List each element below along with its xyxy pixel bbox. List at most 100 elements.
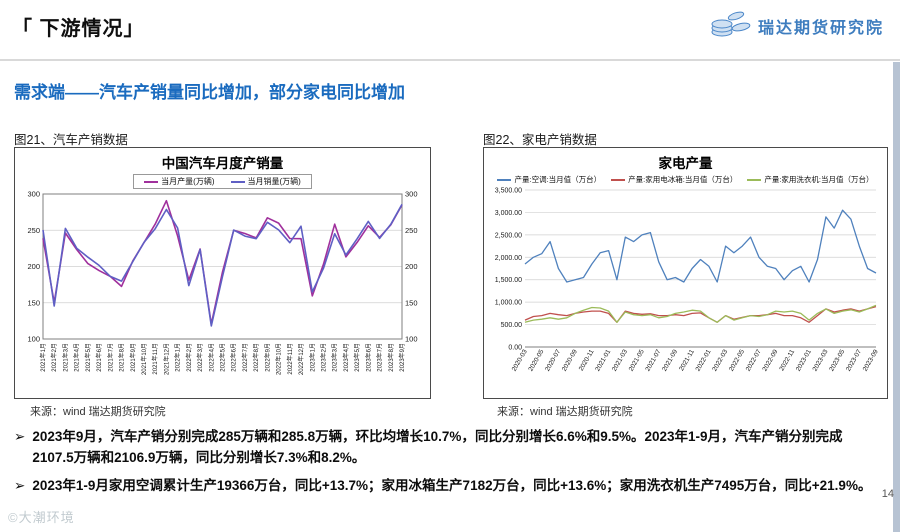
svg-text:2022-09: 2022-09 (761, 348, 779, 372)
svg-text:0.00: 0.00 (508, 345, 522, 352)
legend-item: 产量:家用洗衣机:当月值（万台） (747, 174, 874, 185)
legend-label: 产量:家用电冰箱:当月值（万台） (628, 175, 738, 184)
svg-text:2021年5月: 2021年5月 (84, 343, 92, 372)
svg-text:2022年3月: 2022年3月 (196, 343, 204, 372)
svg-text:2022年10月: 2022年10月 (275, 343, 283, 375)
legend-item: 当月销量(万辆) (230, 176, 301, 187)
svg-text:2021年6月: 2021年6月 (95, 343, 103, 372)
svg-text:150: 150 (27, 298, 40, 307)
svg-text:2023年9月: 2023年9月 (398, 343, 406, 372)
svg-text:2022-01: 2022-01 (695, 348, 713, 372)
auto-chart-legend: 当月产量(万辆) 当月销量(万辆) (133, 174, 312, 189)
svg-text:250: 250 (405, 226, 418, 235)
svg-text:2021年10月: 2021年10月 (140, 343, 148, 375)
source-note-auto: 来源：wind 瑞达期货研究院 (30, 406, 166, 418)
svg-text:2022年11月: 2022年11月 (286, 343, 294, 375)
svg-text:2021年9月: 2021年9月 (129, 343, 137, 372)
legend-swatch (611, 178, 626, 181)
section-subtitle: 需求端——汽车产销量同比增加，部分家电同比增加 (14, 83, 405, 102)
svg-text:2023年3月: 2023年3月 (331, 343, 339, 372)
svg-text:500.00: 500.00 (501, 322, 523, 329)
svg-text:2022-03: 2022-03 (711, 348, 729, 372)
coins-icon (710, 8, 752, 43)
source-note-appliance: 来源：wind 瑞达期货研究院 (497, 406, 633, 418)
svg-text:3,000.00: 3,000.00 (495, 210, 522, 217)
appliance-chart: 0.00 500.00 1,000.00 1,500.00 2,000.00 2,500.… (495, 188, 880, 373)
svg-text:2,500.00: 2,500.00 (495, 232, 522, 239)
right-edge-strip (893, 62, 900, 532)
svg-text:2021年8月: 2021年8月 (118, 343, 126, 372)
svg-text:1,500.00: 1,500.00 (495, 277, 522, 284)
svg-text:2023-05: 2023-05 (828, 348, 846, 372)
svg-text:2023-09: 2023-09 (862, 348, 880, 372)
svg-text:300: 300 (27, 190, 40, 199)
svg-text:2023年2月: 2023年2月 (319, 343, 327, 372)
legend-label: 产量:家用洗衣机:当月值（万台） (764, 175, 874, 184)
legend-label: 当月产量(万辆) (161, 177, 215, 186)
svg-text:3,500.00: 3,500.00 (495, 188, 522, 195)
svg-text:2020-03: 2020-03 (511, 348, 529, 372)
bullet-arrow-icon: ➢ (14, 429, 26, 444)
svg-text:2023年6月: 2023年6月 (364, 343, 372, 372)
appliance-chart-title: 家电产量 (658, 156, 713, 171)
svg-text:2021-07: 2021-07 (644, 348, 662, 372)
legend-swatch (230, 180, 245, 183)
svg-text:2022年5月: 2022年5月 (219, 343, 227, 372)
svg-text:2022年7月: 2022年7月 (241, 343, 249, 372)
appliance-chart-legend: 产量:空调:当月值（万台） 产量:家用电冰箱:当月值（万台） 产量:家用洗衣机:当月… (484, 174, 887, 185)
bullet-item: ➢ 2023年9月，汽车产销分别完成285万辆和285.8万辆，环比均增长10.… (14, 427, 880, 469)
svg-text:2023-07: 2023-07 (845, 348, 863, 372)
svg-text:2022年8月: 2022年8月 (252, 343, 260, 372)
page-number: 14 (881, 488, 894, 500)
legend-label: 产量:空调:当月值（万台） (514, 175, 602, 184)
svg-text:2023年7月: 2023年7月 (376, 343, 384, 372)
logo: 瑞达期货研究院 (710, 8, 884, 43)
auto-chart-title: 中国汽车月度产销量 (161, 156, 284, 171)
svg-text:2,000.00: 2,000.00 (495, 255, 522, 262)
svg-text:250: 250 (27, 226, 40, 235)
svg-text:2022年9月: 2022年9月 (263, 343, 271, 372)
svg-text:2023-01: 2023-01 (795, 348, 813, 372)
svg-text:2021-05: 2021-05 (628, 348, 646, 372)
svg-text:2021-01: 2021-01 (594, 348, 612, 372)
svg-text:2021年12月: 2021年12月 (162, 343, 170, 375)
svg-text:300: 300 (405, 190, 418, 199)
svg-text:2023-03: 2023-03 (812, 348, 830, 372)
svg-text:2021年11月: 2021年11月 (151, 343, 159, 375)
svg-text:2022年6月: 2022年6月 (230, 343, 238, 372)
legend-swatch (497, 178, 512, 181)
header-divider (0, 59, 900, 61)
svg-text:2022-05: 2022-05 (728, 348, 746, 372)
svg-text:200: 200 (27, 262, 40, 271)
bullet-text: 2023年9月，汽车产销分别完成285万辆和285.8万辆，环比均增长10.7%… (32, 429, 843, 465)
svg-text:2022-11: 2022-11 (778, 348, 796, 372)
legend-swatch (144, 180, 159, 183)
bullet-arrow-icon: ➢ (14, 477, 26, 493)
svg-text:2020-11: 2020-11 (578, 348, 596, 372)
svg-text:2023年8月: 2023年8月 (387, 343, 395, 372)
bullet-text: 2023年1-9月家用空调累计生产19366万台，同比+13.7%；家用冰箱生产… (32, 477, 872, 493)
svg-text:2020-05: 2020-05 (527, 348, 545, 372)
appliance-chart-box: 家电产量 产量:空调:当月值（万台） 产量:家用电冰箱:当月值（万台） 产量:家用洗… (483, 147, 888, 399)
svg-text:2022年2月: 2022年2月 (185, 343, 193, 372)
auto-chart-box: 中国汽车月度产销量 当月产量(万辆) 当月销量(万辆) 100 100 150 150 2… (14, 147, 431, 399)
svg-text:150: 150 (405, 298, 418, 307)
svg-text:2021-11: 2021-11 (678, 348, 696, 372)
svg-text:2020-07: 2020-07 (544, 348, 562, 372)
page-title: 「 下游情况」 (12, 18, 145, 40)
legend-item: 产量:家用电冰箱:当月值（万台） (611, 174, 737, 185)
legend-swatch (747, 178, 762, 181)
svg-text:2023年5月: 2023年5月 (353, 343, 361, 372)
legend-item: 产量:空调:当月值（万台） (497, 174, 601, 185)
svg-text:2021年1月: 2021年1月 (39, 343, 47, 372)
svg-text:2020-09: 2020-09 (561, 348, 579, 372)
svg-text:2021年2月: 2021年2月 (50, 343, 58, 372)
watermark: ©大潮环境 (8, 510, 75, 525)
svg-text:2023年4月: 2023年4月 (342, 343, 350, 372)
svg-text:2021年4月: 2021年4月 (73, 343, 81, 372)
svg-text:1,000.00: 1,000.00 (495, 300, 522, 307)
figure-caption-appliance: 图22、家电产销数据 (483, 133, 597, 147)
svg-text:2021-03: 2021-03 (611, 348, 629, 372)
